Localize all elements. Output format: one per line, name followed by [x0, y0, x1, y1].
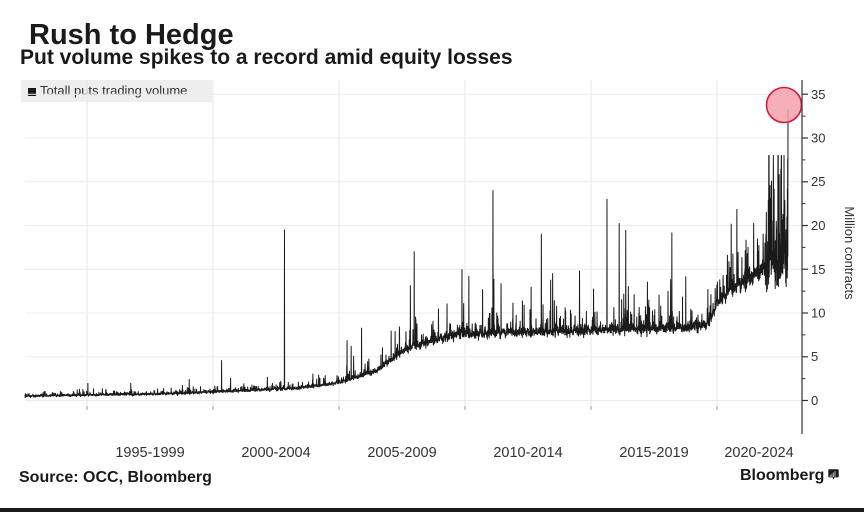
- svg-text:0: 0: [811, 393, 818, 408]
- svg-text:30: 30: [811, 131, 825, 146]
- svg-text:25: 25: [811, 174, 825, 189]
- svg-text:2010-2014: 2010-2014: [493, 445, 562, 461]
- svg-text:15: 15: [811, 262, 825, 277]
- svg-text:2000-2004: 2000-2004: [241, 445, 310, 461]
- svg-text:5: 5: [811, 349, 818, 364]
- svg-text:10: 10: [811, 306, 825, 321]
- svg-text:20: 20: [811, 218, 825, 233]
- svg-text:1995-1999: 1995-1999: [115, 445, 184, 461]
- svg-text:35: 35: [811, 87, 825, 102]
- svg-text:Million contracts: Million contracts: [842, 206, 857, 300]
- svg-text:2005-2009: 2005-2009: [367, 445, 436, 461]
- svg-text:2015-2019: 2015-2019: [619, 445, 688, 461]
- svg-text:2020-2024: 2020-2024: [724, 445, 793, 461]
